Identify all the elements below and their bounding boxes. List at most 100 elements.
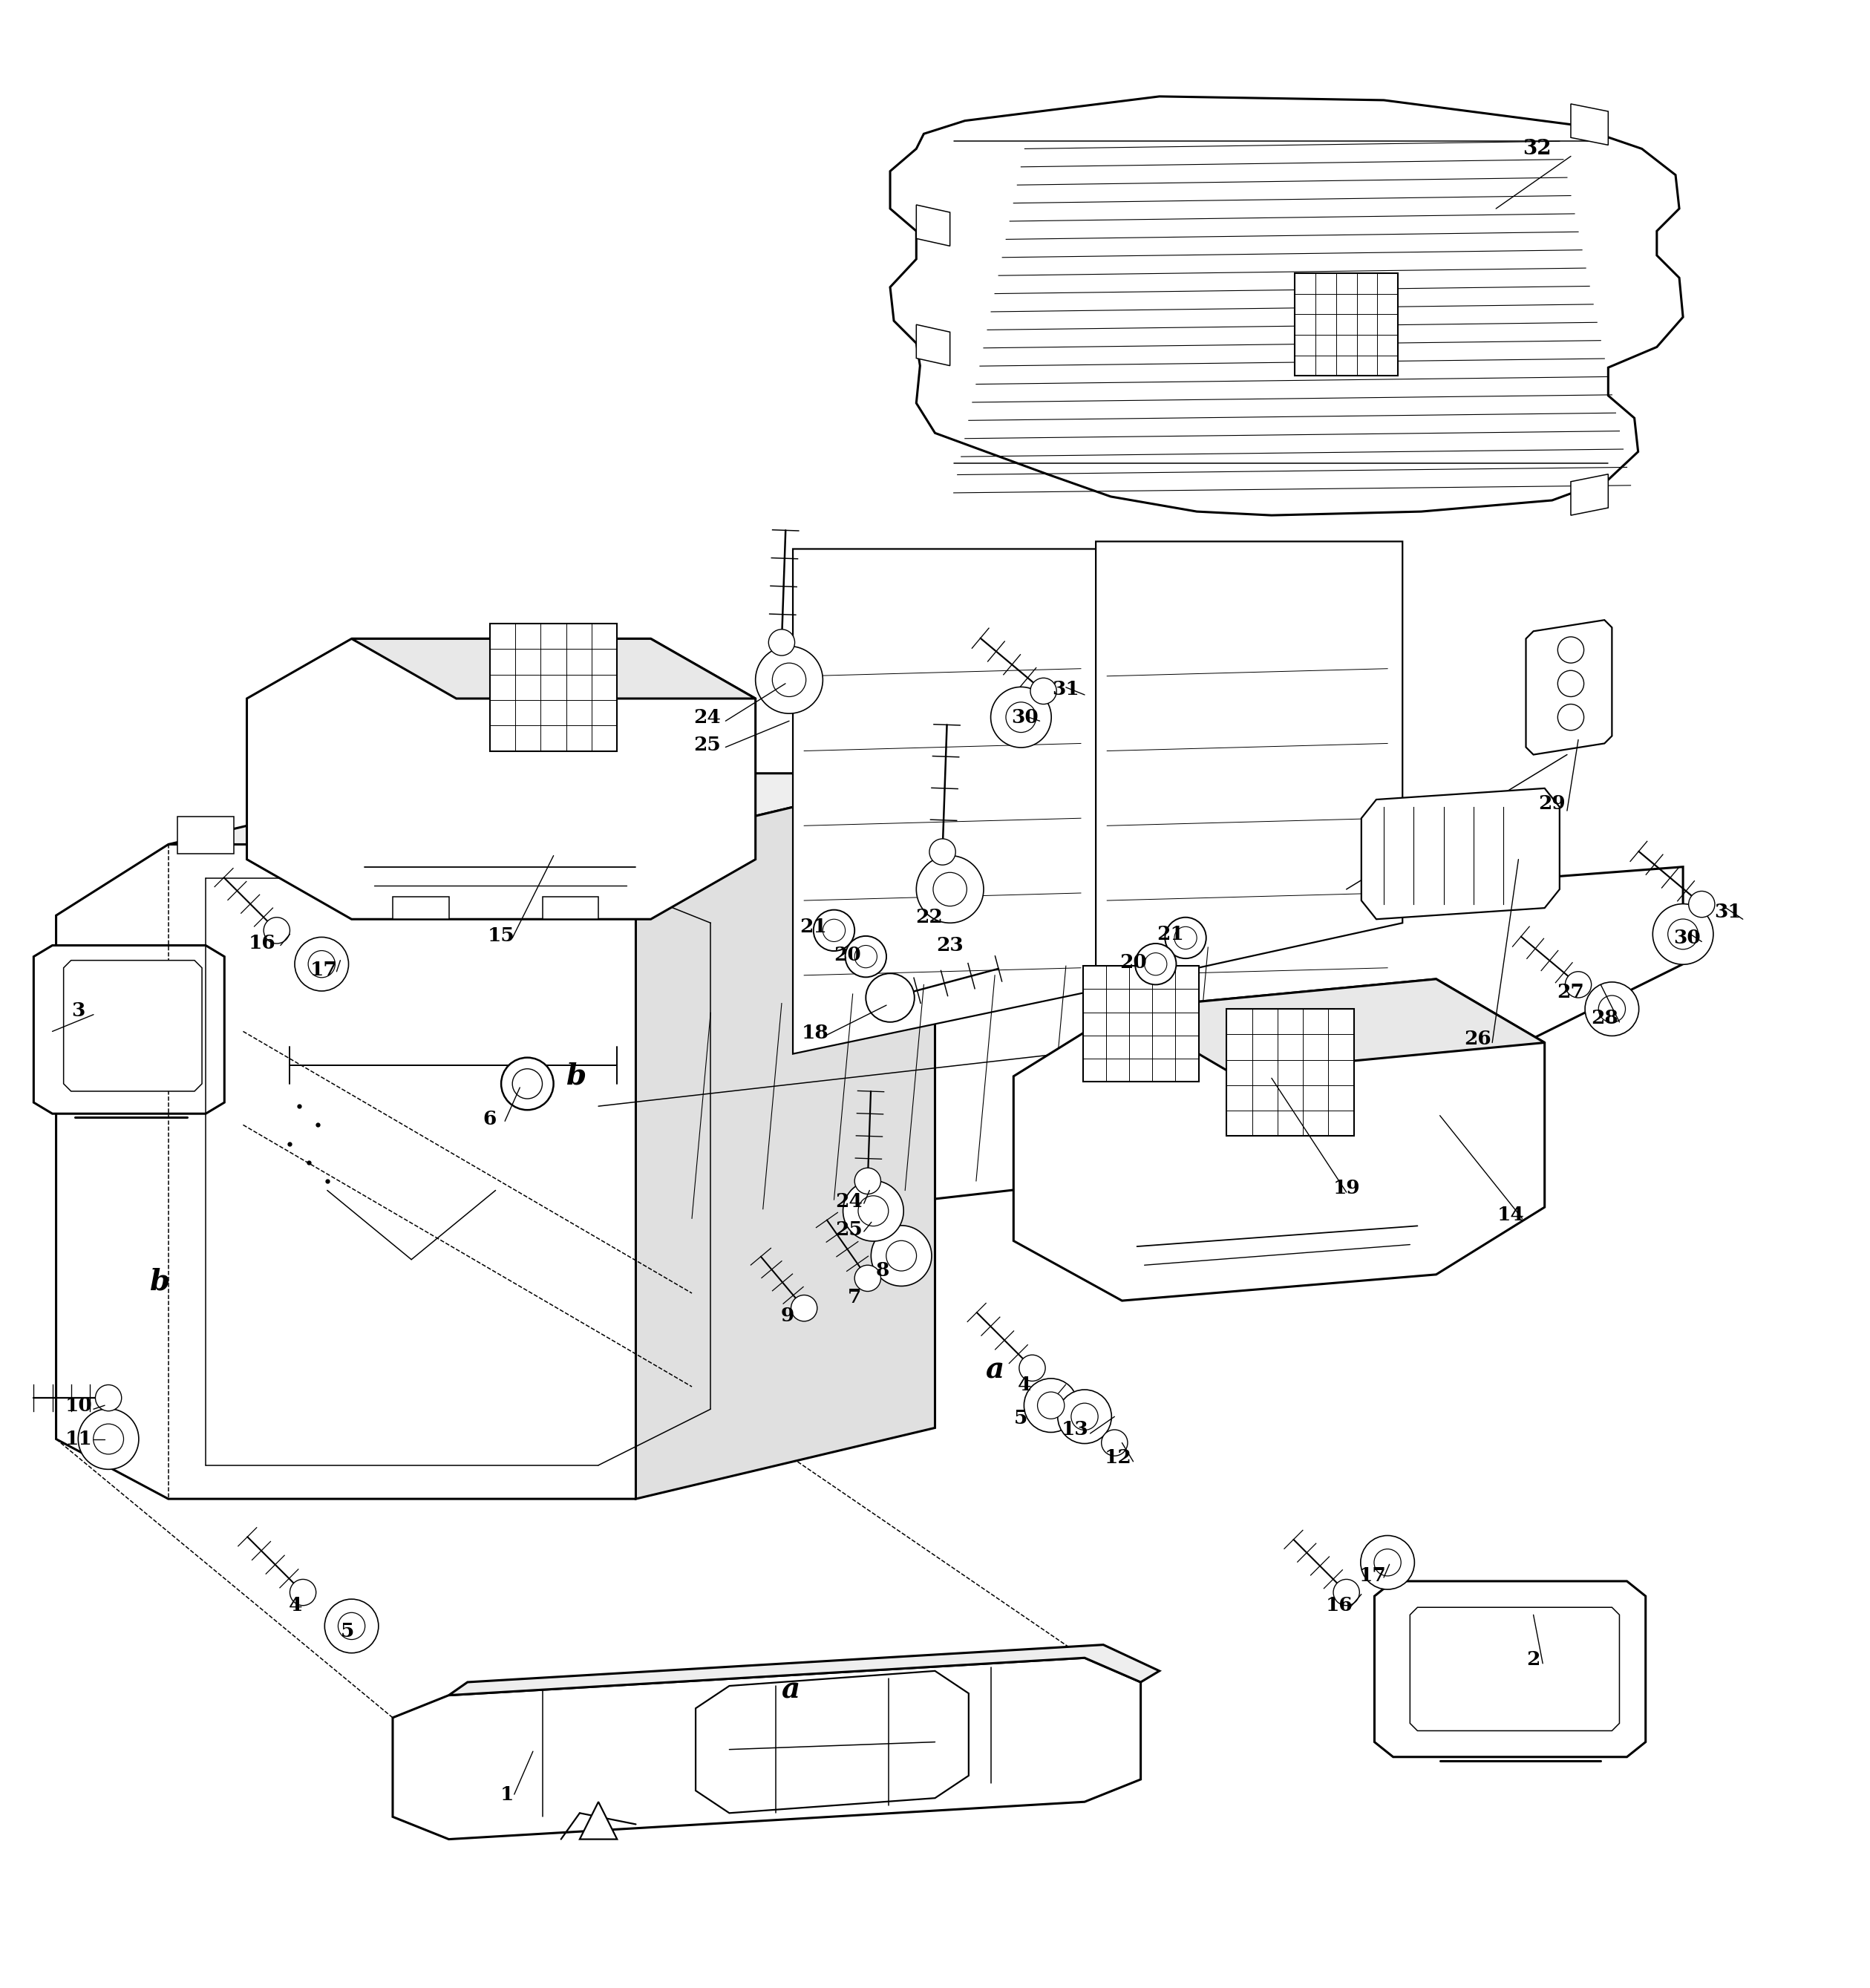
Text: 17: 17 xyxy=(1359,1567,1386,1584)
Circle shape xyxy=(1558,636,1584,664)
Circle shape xyxy=(1006,702,1036,732)
Bar xyxy=(1294,272,1399,376)
Text: 18: 18 xyxy=(802,1024,828,1042)
Text: 4: 4 xyxy=(288,1596,303,1614)
Polygon shape xyxy=(580,1801,617,1839)
Text: 5: 5 xyxy=(340,1622,355,1640)
Text: 21: 21 xyxy=(1158,924,1184,944)
Text: 10: 10 xyxy=(65,1396,92,1415)
Text: 2: 2 xyxy=(1526,1650,1541,1670)
Polygon shape xyxy=(34,946,224,1113)
Text: 21: 21 xyxy=(800,916,827,936)
Text: a: a xyxy=(985,1356,1004,1384)
Circle shape xyxy=(1038,1392,1064,1419)
Circle shape xyxy=(1101,1429,1128,1455)
Polygon shape xyxy=(1571,475,1608,515)
Circle shape xyxy=(1030,678,1057,704)
Circle shape xyxy=(290,1578,316,1606)
Text: 31: 31 xyxy=(1053,680,1079,698)
Text: 25: 25 xyxy=(694,736,720,755)
Circle shape xyxy=(79,1409,138,1469)
Circle shape xyxy=(1019,1356,1045,1382)
Circle shape xyxy=(1144,952,1167,976)
Circle shape xyxy=(791,1294,817,1322)
Circle shape xyxy=(94,1423,123,1453)
Polygon shape xyxy=(1410,1608,1619,1732)
Circle shape xyxy=(1374,1549,1401,1576)
Circle shape xyxy=(95,1386,122,1411)
Text: 20: 20 xyxy=(834,946,860,964)
Polygon shape xyxy=(168,773,935,845)
Text: 29: 29 xyxy=(1539,793,1565,813)
Circle shape xyxy=(325,1598,378,1652)
Circle shape xyxy=(855,1167,881,1195)
Circle shape xyxy=(858,1195,888,1227)
Circle shape xyxy=(823,918,845,942)
Bar xyxy=(1227,1010,1354,1135)
Circle shape xyxy=(769,630,795,656)
Polygon shape xyxy=(64,960,202,1091)
Text: 22: 22 xyxy=(916,909,942,926)
Circle shape xyxy=(991,688,1051,747)
Text: 30: 30 xyxy=(1674,928,1700,946)
Circle shape xyxy=(1558,670,1584,696)
Circle shape xyxy=(512,1070,542,1099)
Circle shape xyxy=(1689,891,1715,916)
Circle shape xyxy=(1025,1378,1077,1431)
Text: 4: 4 xyxy=(1017,1376,1032,1394)
Polygon shape xyxy=(542,897,598,918)
Polygon shape xyxy=(916,205,950,247)
Polygon shape xyxy=(247,638,755,918)
Polygon shape xyxy=(352,638,755,698)
Polygon shape xyxy=(598,867,1683,1237)
Polygon shape xyxy=(56,845,748,1499)
Circle shape xyxy=(1135,944,1176,984)
Polygon shape xyxy=(1096,541,1402,990)
Circle shape xyxy=(1599,996,1625,1022)
Circle shape xyxy=(933,873,967,907)
Circle shape xyxy=(1174,926,1197,948)
Text: 30: 30 xyxy=(1012,708,1038,726)
Circle shape xyxy=(855,1264,881,1292)
Polygon shape xyxy=(1526,620,1612,755)
Polygon shape xyxy=(636,773,935,1499)
Text: 28: 28 xyxy=(1591,1010,1618,1028)
Circle shape xyxy=(855,946,877,968)
Polygon shape xyxy=(1014,978,1545,1300)
Text: 32: 32 xyxy=(1522,139,1552,159)
Bar xyxy=(1083,966,1199,1081)
Text: 6: 6 xyxy=(482,1109,497,1129)
Circle shape xyxy=(772,664,806,696)
Circle shape xyxy=(886,1241,916,1270)
Text: 24: 24 xyxy=(694,708,720,726)
Bar xyxy=(490,624,617,751)
Text: 20: 20 xyxy=(1120,952,1146,972)
Circle shape xyxy=(1058,1390,1111,1443)
Text: 16: 16 xyxy=(1326,1596,1352,1614)
Polygon shape xyxy=(449,1644,1159,1696)
Circle shape xyxy=(866,974,914,1022)
Circle shape xyxy=(264,916,290,944)
Circle shape xyxy=(1558,704,1584,730)
Circle shape xyxy=(755,646,823,714)
Circle shape xyxy=(843,1181,903,1241)
Circle shape xyxy=(309,950,335,978)
Polygon shape xyxy=(890,95,1683,515)
Circle shape xyxy=(338,1612,365,1640)
Circle shape xyxy=(1653,905,1713,964)
Circle shape xyxy=(1586,982,1638,1036)
Polygon shape xyxy=(1361,789,1560,918)
Polygon shape xyxy=(393,1658,1141,1839)
Circle shape xyxy=(877,984,903,1010)
Text: 27: 27 xyxy=(1558,982,1584,1002)
Circle shape xyxy=(813,911,855,950)
Text: 26: 26 xyxy=(1464,1030,1490,1048)
Text: 13: 13 xyxy=(1062,1419,1088,1439)
Text: 16: 16 xyxy=(249,934,275,952)
Text: 7: 7 xyxy=(847,1288,862,1306)
Text: 15: 15 xyxy=(488,926,514,946)
Text: b: b xyxy=(567,1062,585,1089)
Text: 11: 11 xyxy=(65,1429,92,1449)
Text: 1: 1 xyxy=(499,1785,514,1803)
Circle shape xyxy=(845,936,886,978)
